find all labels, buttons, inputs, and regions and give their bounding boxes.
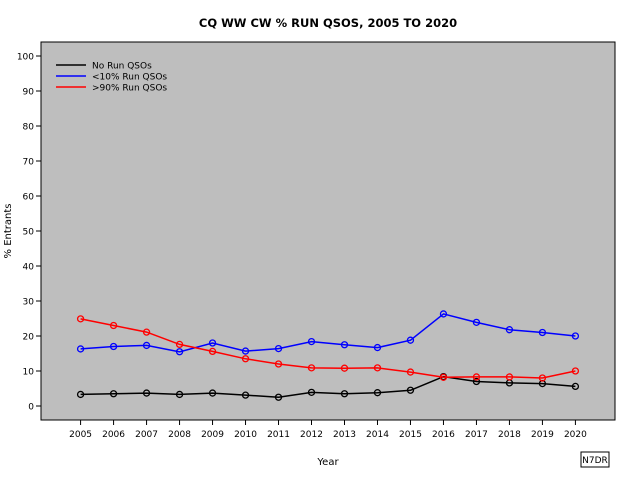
data-point [472, 377, 481, 386]
data-point [208, 339, 217, 347]
x-tick-label: 2009 [201, 430, 224, 440]
data-point [373, 389, 382, 397]
data-point [241, 347, 250, 355]
chart-title: CQ WW CW % RUN QSOS, 2005 TO 2020 [199, 16, 457, 30]
data-point [538, 374, 547, 382]
annotation-box [580, 451, 610, 468]
data-point [439, 373, 448, 381]
y-tick-label: 40 [23, 263, 35, 273]
data-point [472, 318, 481, 327]
axes: 0 10 20 30 40 50 60 70 80 90 100 2005 2006 2007 2008 20… [17, 53, 587, 441]
y-tick-label: 30 [23, 298, 35, 308]
y-tick-label: 50 [23, 228, 35, 238]
data-point [142, 328, 151, 336]
annotation-text: N7DR [582, 456, 608, 466]
data-point [340, 390, 349, 398]
x-tick-label: 2016 [432, 430, 455, 440]
x-tick-label: 2008 [168, 430, 191, 440]
y-tick-label: 10 [23, 368, 35, 378]
data-point [406, 336, 415, 344]
x-tick-label: 2013 [333, 430, 356, 440]
data-point [340, 364, 349, 372]
data-point [175, 390, 184, 399]
x-tick-label: 2019 [531, 430, 554, 440]
data-point [109, 342, 118, 351]
y-tick-label: 80 [23, 123, 35, 133]
data-point [109, 390, 118, 398]
y-axis-label: % Entrants [3, 204, 14, 259]
y-tick-label: 100 [17, 53, 34, 63]
x-tick-label: 2014 [366, 430, 389, 440]
series-line [80, 375, 576, 399]
x-axis-label: Year [316, 457, 339, 468]
x-tick-label: 2010 [234, 430, 257, 440]
legend-label: No Run QSOs [92, 62, 152, 72]
data-point [175, 340, 184, 349]
data-point [373, 343, 382, 352]
data-point [538, 328, 547, 337]
x-tick-label: 2005 [69, 430, 92, 440]
plot-background [40, 41, 616, 421]
x-tick-label: 2018 [498, 430, 521, 440]
data-point [76, 315, 85, 323]
x-tick-label: 2012 [300, 430, 323, 440]
data-point [274, 360, 283, 368]
data-point [307, 337, 316, 346]
data-point [340, 341, 349, 349]
x-tick-label: 2011 [267, 430, 290, 440]
data-point [241, 391, 250, 399]
data-point [307, 364, 316, 372]
series [76, 315, 580, 382]
data-point [472, 373, 481, 381]
data-point [274, 344, 283, 353]
y-tick-label: 0 [28, 403, 34, 413]
data-point [505, 373, 514, 381]
data-point [439, 310, 448, 318]
x-tick-label: 2007 [135, 430, 158, 440]
data-point [142, 341, 151, 350]
data-point [175, 348, 184, 356]
data-point [571, 332, 580, 340]
data-point [406, 386, 415, 394]
data-point [76, 345, 85, 353]
legend: No Run QSOs<10% Run QSOs>90% Run QSOs [56, 62, 167, 94]
y-tick-label: 70 [23, 158, 35, 168]
data-point [76, 390, 85, 399]
data-point [142, 389, 151, 397]
data-point [241, 355, 250, 363]
data-point [406, 368, 415, 376]
data-point [307, 388, 316, 397]
y-tick-label: 20 [23, 333, 35, 343]
data-point [505, 326, 514, 334]
x-tick-label: 2017 [465, 430, 488, 440]
legend-label: >90% Run QSOs [92, 84, 167, 94]
x-tick-label: 2006 [102, 430, 125, 440]
series-layer [76, 310, 580, 401]
data-point [571, 367, 580, 375]
data-point [274, 393, 283, 401]
data-point [109, 321, 118, 330]
series [76, 310, 580, 356]
x-tick-label: 2020 [564, 430, 587, 440]
series [76, 372, 580, 401]
legend-label: <10% Run QSOs [92, 73, 167, 83]
x-tick-label: 2015 [399, 430, 422, 440]
data-point [373, 364, 382, 372]
data-point [208, 389, 217, 397]
series-line [80, 318, 576, 379]
data-point [571, 382, 580, 391]
y-tick-label: 60 [23, 193, 35, 203]
y-tick-label: 90 [23, 88, 35, 98]
data-point [208, 347, 217, 356]
series-line [80, 313, 576, 353]
